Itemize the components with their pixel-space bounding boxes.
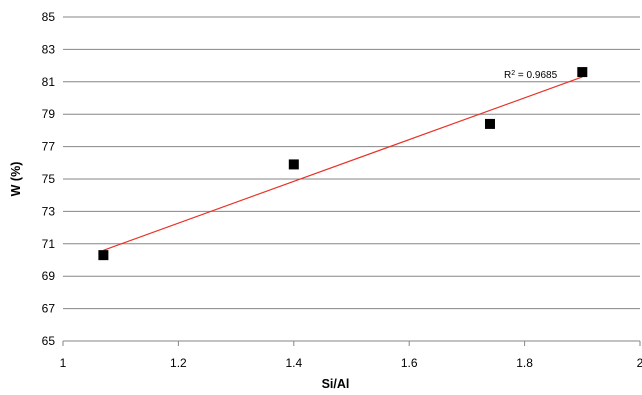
y-axis-title: W (%): [9, 162, 23, 197]
data-point: [288, 159, 299, 170]
r-squared-label: R2 = 0.9685: [504, 70, 558, 82]
x-tick-label: 1.8: [516, 356, 533, 370]
y-tick-label: 75: [42, 172, 56, 186]
x-axis-title: Si/Al: [322, 377, 350, 391]
y-tick-label: 77: [42, 140, 56, 154]
data-point: [484, 118, 495, 129]
y-tick-label: 65: [42, 334, 56, 348]
y-tick-label: 73: [42, 204, 56, 218]
y-tick-label: 69: [42, 269, 56, 283]
y-tick-label: 71: [42, 237, 56, 251]
data-points: [98, 67, 588, 261]
grid-lines: [63, 16, 640, 310]
y-axis-tick-labels: 65 67 69 71 73 75 77 79 81 83 85: [42, 10, 56, 348]
y-tick-label: 85: [42, 10, 56, 24]
x-axis-ticks: 1 1.2 1.4 1.6 1.8 2: [60, 341, 642, 370]
x-tick-label: 1.4: [285, 356, 302, 370]
y-tick-label: 83: [42, 42, 56, 56]
y-tick-label: 81: [42, 75, 56, 89]
y-tick-label: 79: [42, 107, 56, 121]
x-tick-label: 1.6: [401, 356, 418, 370]
x-tick-label: 2: [637, 356, 642, 370]
data-point: [98, 250, 109, 261]
trendline: [103, 76, 583, 251]
x-tick-label: 1.2: [170, 356, 187, 370]
data-point: [577, 67, 588, 78]
x-tick-label: 1: [60, 356, 67, 370]
y-tick-label: 67: [42, 302, 56, 316]
